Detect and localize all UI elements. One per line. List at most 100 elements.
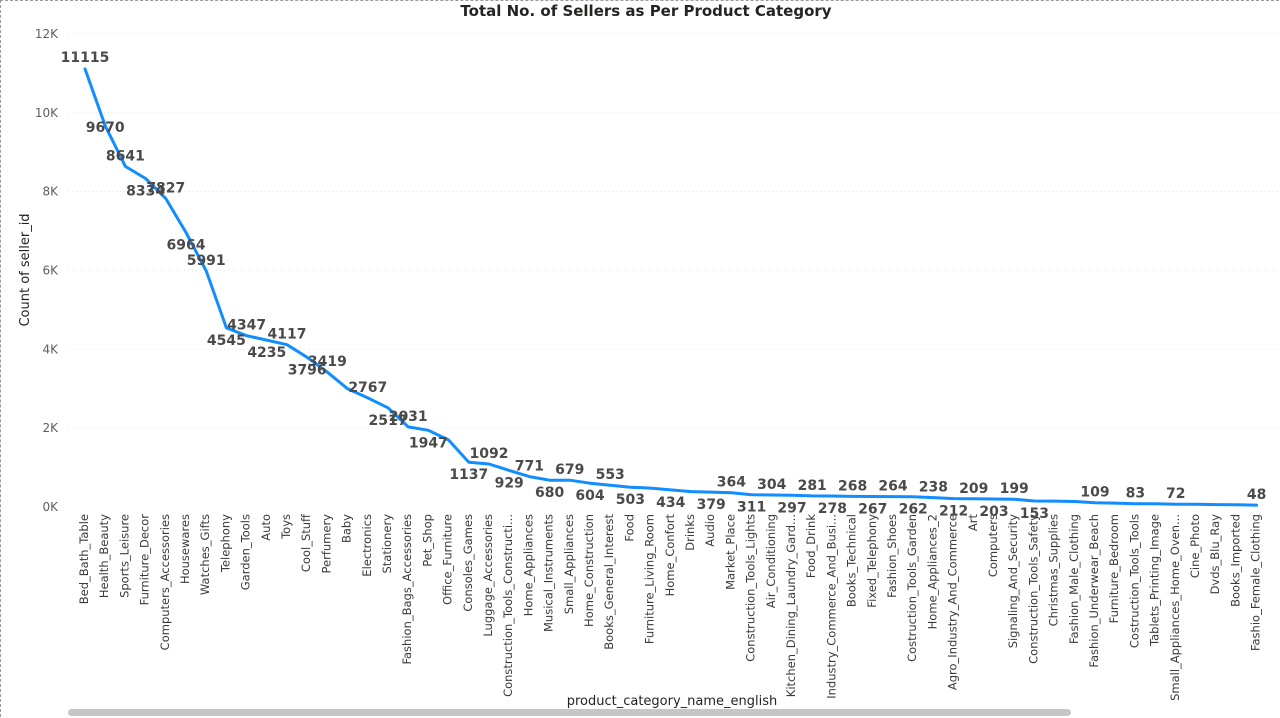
- x-tick-label: Home_Construction: [582, 514, 596, 627]
- data-label: 109: [1080, 485, 1109, 501]
- data-label: 1092: [470, 446, 509, 462]
- data-label: 771: [515, 459, 544, 475]
- data-label: 6964: [167, 238, 206, 254]
- x-tick-label: Office_Furniture: [441, 514, 455, 605]
- chart-title: Total No. of Sellers as Per Product Cate…: [460, 2, 832, 20]
- data-label: 8334: [126, 184, 165, 200]
- x-tick-label: Market_Place: [723, 514, 737, 590]
- x-tick-label: Christmas_Supplies: [1047, 514, 1061, 626]
- data-label: 434: [656, 495, 685, 511]
- x-tick-label: Health_Beauty: [97, 514, 111, 598]
- horizontal-scrollbar[interactable]: [68, 709, 1071, 716]
- x-tick-label: Housewares: [178, 514, 192, 584]
- y-tick-label: 4K: [42, 342, 59, 356]
- data-label: 4545: [207, 333, 246, 349]
- series-line: [83, 67, 1259, 507]
- data-label: 238: [919, 480, 948, 496]
- data-label: 264: [878, 479, 907, 495]
- x-tick-label: Small_Appliances: [562, 514, 576, 614]
- data-label: 304: [757, 477, 786, 493]
- x-tick-label: Art: [966, 514, 980, 532]
- data-label: 281: [798, 478, 827, 494]
- x-tick-label: Costruction_Tools_Tools: [1127, 514, 1141, 648]
- x-tick-label: Signaling_And_Security: [1006, 514, 1020, 648]
- x-tick-label: Furniture_Bedroom: [1107, 514, 1121, 623]
- x-tick-label: Small_Appliances_Home_Oven...: [1168, 514, 1182, 701]
- data-label: 503: [616, 492, 645, 508]
- x-tick-label: Computers: [986, 514, 1000, 577]
- x-tick-label: Furniture_Decor: [138, 514, 152, 606]
- data-label: 8641: [106, 148, 145, 164]
- x-tick-label: Industry_Commerce_And_Busi...: [824, 514, 838, 699]
- x-tick-label: Dvds_Blu_Ray: [1208, 514, 1222, 595]
- data-label: 212: [939, 504, 968, 520]
- x-tick-label: Electronics: [360, 514, 374, 577]
- x-tick-label: Air_Conditioning: [764, 514, 778, 608]
- data-label: 209: [959, 481, 988, 497]
- y-tick-label: 8K: [42, 185, 59, 199]
- data-label: 2767: [348, 380, 387, 396]
- x-tick-label: Watches_Gifts: [198, 514, 212, 595]
- data-label: 83: [1126, 486, 1145, 502]
- x-tick-label: Home_Appliances: [521, 514, 535, 616]
- data-label: 2031: [389, 409, 428, 425]
- y-tick-label: 2K: [42, 421, 59, 435]
- data-label: 203: [979, 504, 1008, 520]
- data-label: 72: [1166, 486, 1185, 502]
- x-tick-label: Cool_Stuff: [299, 513, 313, 572]
- data-label: 262: [899, 502, 928, 518]
- data-label: 4117: [268, 327, 307, 343]
- x-tick-label: Perfumery: [319, 514, 333, 574]
- data-label: 11115: [61, 50, 110, 66]
- x-tick-label: Luggage_Accessories: [481, 514, 495, 637]
- data-label: 153: [1020, 506, 1049, 522]
- data-label: 553: [596, 467, 625, 483]
- data-label: 5991: [187, 253, 226, 269]
- x-tick-label: Books_Technical: [845, 514, 859, 607]
- x-tick-label: Home_Appliances_2: [925, 514, 939, 629]
- data-label: 3796: [288, 362, 327, 378]
- data-label: 604: [575, 488, 604, 504]
- x-tick-label: Food: [622, 514, 636, 542]
- data-label: 1947: [409, 435, 448, 451]
- data-label: 3419: [308, 354, 347, 370]
- y-tick-label: 6K: [42, 264, 59, 278]
- data-label: 929: [495, 475, 524, 491]
- data-label: 268: [838, 478, 867, 494]
- x-tick-label: Sports_Leisure: [117, 514, 131, 598]
- x-tick-label: Construction_Tools_Constructi...: [501, 514, 515, 697]
- x-tick-label: Telephony: [218, 514, 232, 573]
- x-tick-label: Computers_Accessories: [158, 514, 172, 650]
- data-label: 1137: [449, 467, 488, 483]
- x-axis-title: product_category_name_english: [567, 694, 778, 709]
- x-tick-label: Fashio_Female_Clothing: [1249, 514, 1263, 651]
- data-label: 680: [535, 485, 564, 501]
- data-label: 48: [1247, 487, 1266, 503]
- x-tick-label: Garden_Tools: [239, 514, 253, 590]
- data-label: 7827: [146, 180, 185, 196]
- data-label: 679: [555, 462, 584, 478]
- x-tick-label: Books_General_Interest: [602, 514, 616, 650]
- x-tick-label: Costruction_Tools_Garden: [905, 514, 919, 662]
- data-label: 267: [858, 501, 887, 517]
- data-label: 199: [1000, 481, 1029, 497]
- data-label: 364: [717, 475, 746, 491]
- x-tick-label: Baby: [340, 514, 354, 543]
- x-tick-label: Consoles_Games: [461, 514, 475, 612]
- x-tick-label: Fixed_Telephony: [865, 514, 879, 608]
- x-tick-label: Books_Imported: [1228, 514, 1242, 607]
- data-label: 278: [818, 501, 847, 517]
- data-label: 4235: [247, 345, 286, 361]
- data-label: 311: [737, 500, 766, 516]
- x-tick-label: Fashion_Shoes: [885, 514, 899, 598]
- x-tick-label: Pet_Shop: [420, 514, 434, 567]
- y-tick-label: 0K: [42, 500, 59, 514]
- data-label: 9670: [86, 120, 125, 136]
- x-tick-label: Tablets_Printing_Image: [1148, 514, 1162, 647]
- y-tick-label: 12K: [35, 27, 59, 41]
- x-tick-label: Drinks: [683, 514, 697, 551]
- data-label: 297: [777, 500, 806, 516]
- x-tick-label: Furniture_Living_Room: [643, 514, 657, 644]
